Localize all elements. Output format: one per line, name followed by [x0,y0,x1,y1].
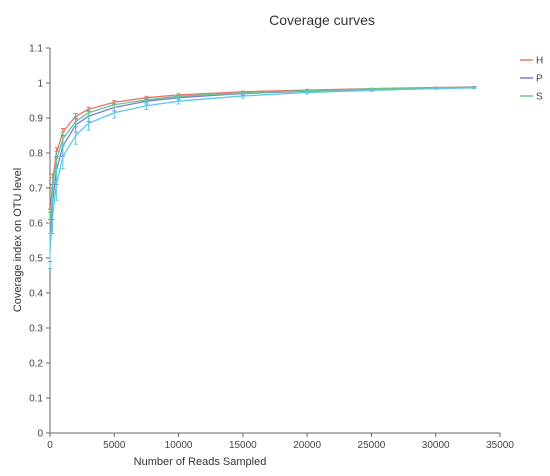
y-tick-label: 0.9 [29,114,43,125]
series-line [49,86,475,217]
x-tick-label: 15000 [229,440,257,451]
x-tick-label: 20000 [293,440,321,451]
x-tick-label: 0 [47,440,53,451]
series-line [49,86,475,241]
x-tick-label: 10000 [165,440,193,451]
chart-title: Coverage curves [269,12,375,28]
legend: HPS [520,56,543,103]
x-tick-label: 5000 [103,440,126,451]
series-line [49,86,475,224]
series-unlabeled [48,86,477,269]
y-tick-label: 0.2 [29,359,43,370]
x-tick-label: 30000 [422,440,450,451]
series-line [49,87,475,252]
y-tick-label: 0.1 [29,394,43,405]
axes: 0 0.1 0.2 0.3 0.4 0.5 0.6 0.7 0.8 0.9 1 1.1 0 5000 100… [29,44,514,452]
y-tick-label: 0.6 [29,219,43,230]
y-tick-label: 0.7 [29,184,43,195]
y-tick-label: 0.5 [29,254,43,265]
y-tick-label: 0 [37,429,43,440]
x-axis-label: Number of Reads Sampled [134,456,267,468]
y-tick-label: 0.3 [29,324,43,335]
x-tick-label: 35000 [486,440,514,451]
x-tick-label: 25000 [358,440,386,451]
legend-label: H [536,56,543,67]
y-tick-label: 0.8 [29,149,43,160]
plot-area [48,86,477,269]
y-axis-label: Coverage index on OTU level [12,168,24,312]
series-h [48,86,477,224]
series-p [48,86,477,262]
y-tick-label: 1.1 [29,44,43,55]
legend-label: P [536,74,543,85]
y-tick-label: 0.4 [29,289,43,300]
legend-label: S [536,92,543,103]
y-tick-label: 1 [37,79,43,90]
